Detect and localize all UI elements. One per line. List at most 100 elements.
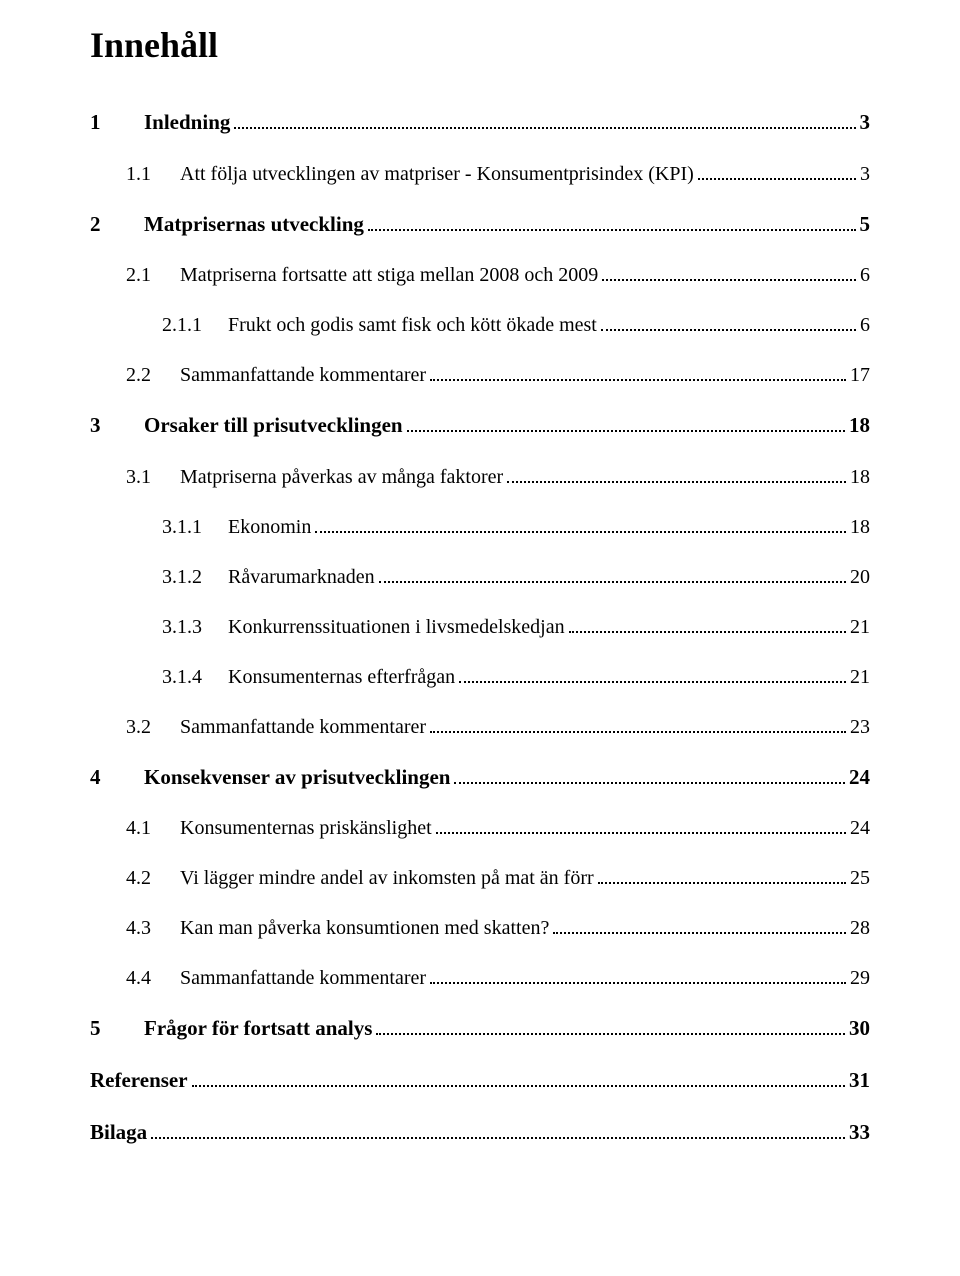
toc-dots: [553, 932, 846, 934]
toc-entry: 3.2Sammanfattande kommentarer 23: [90, 711, 870, 743]
toc-entry: 1.1Att följa utvecklingen av matpriser -…: [90, 158, 870, 190]
toc-page: 31: [849, 1064, 870, 1098]
toc-page: 23: [850, 711, 870, 743]
toc-page: 6: [860, 309, 870, 341]
toc-dots: [698, 178, 856, 180]
toc-number: 2: [90, 208, 144, 242]
toc-page: 33: [849, 1116, 870, 1150]
toc-entry: Bilaga 33: [90, 1116, 870, 1150]
toc-dots: [407, 430, 845, 432]
toc-text: Matpriserna fortsatte att stiga mellan 2…: [180, 259, 598, 291]
toc-page: 18: [850, 461, 870, 493]
toc-entry: 3Orsaker till prisutvecklingen 18: [90, 409, 870, 443]
toc-dots: [315, 531, 846, 533]
toc-dots: [436, 832, 846, 834]
toc-text: Vi lägger mindre andel av inkomsten på m…: [180, 862, 594, 894]
toc-page: 18: [849, 409, 870, 443]
toc-dots: [507, 481, 846, 483]
toc-number: 3.1.4: [162, 661, 228, 693]
toc-number: 3: [90, 409, 144, 443]
toc-title: Innehåll: [90, 24, 870, 66]
toc-number: 3.1.3: [162, 611, 228, 643]
toc-text: Råvarumarknaden: [228, 561, 375, 593]
toc-number: 1: [90, 106, 144, 140]
toc-number: 4.2: [126, 862, 180, 894]
toc-text: Matpriserna påverkas av många faktorer: [180, 461, 503, 493]
toc-dots: [376, 1033, 845, 1035]
toc-text: Inledning: [144, 106, 230, 140]
toc-page: 24: [849, 761, 870, 795]
toc-text: Orsaker till prisutvecklingen: [144, 409, 403, 443]
toc-dots: [192, 1085, 845, 1087]
toc-number: 4.1: [126, 812, 180, 844]
toc-page: 6: [860, 259, 870, 291]
toc-text: Konsumenternas priskänslighet: [180, 812, 432, 844]
toc-entry: Referenser 31: [90, 1064, 870, 1098]
toc-text: Sammanfattande kommentarer: [180, 711, 426, 743]
toc-page: 25: [850, 862, 870, 894]
toc-entry: 3.1.3Konkurrenssituationen i livsmedelsk…: [90, 611, 870, 643]
toc-container: 1Inledning31.1Att följa utvecklingen av …: [90, 106, 870, 1149]
toc-page: 3: [860, 158, 870, 190]
toc-dots: [234, 127, 855, 129]
toc-number: 2.1: [126, 259, 180, 291]
toc-dots: [151, 1137, 845, 1139]
toc-text: Sammanfattande kommentarer: [180, 962, 426, 994]
toc-text: Frukt och godis samt fisk och kött ökade…: [228, 309, 597, 341]
toc-page: 29: [850, 962, 870, 994]
toc-text: Kan man påverka konsumtionen med skatten…: [180, 912, 549, 944]
toc-text: Konsekvenser av prisutvecklingen: [144, 761, 450, 795]
toc-entry: 4.3Kan man påverka konsumtionen med skat…: [90, 912, 870, 944]
toc-page: 20: [850, 561, 870, 593]
toc-number: 1.1: [126, 158, 180, 190]
toc-entry: 4.1Konsumenternas priskänslighet 24: [90, 812, 870, 844]
toc-text: Sammanfattande kommentarer: [180, 359, 426, 391]
toc-text: Ekonomin: [228, 511, 311, 543]
toc-text: Konkurrenssituationen i livsmedelskedjan: [228, 611, 565, 643]
toc-dots: [454, 782, 845, 784]
toc-entry: 2.1Matpriserna fortsatte att stiga mella…: [90, 259, 870, 291]
toc-number: 3.2: [126, 711, 180, 743]
toc-entry: 5Frågor för fortsatt analys 30: [90, 1012, 870, 1046]
toc-number: 3.1.2: [162, 561, 228, 593]
toc-number: 2.2: [126, 359, 180, 391]
toc-page: 3: [860, 106, 871, 140]
toc-number: 2.1.1: [162, 309, 228, 341]
toc-page: 21: [850, 611, 870, 643]
toc-entry: 4.4Sammanfattande kommentarer 29: [90, 962, 870, 994]
toc-entry: 2.2Sammanfattande kommentarer 17: [90, 359, 870, 391]
toc-entry: 3.1.1Ekonomin18: [90, 511, 870, 543]
toc-number: 3.1.1: [162, 511, 228, 543]
toc-text: Frågor för fortsatt analys: [144, 1012, 372, 1046]
toc-dots: [430, 731, 846, 733]
toc-dots: [598, 882, 846, 884]
toc-page: 5: [860, 208, 871, 242]
toc-dots: [459, 681, 846, 683]
toc-text: Bilaga: [90, 1116, 147, 1150]
toc-entry: 3.1Matpriserna påverkas av många faktore…: [90, 461, 870, 493]
toc-dots: [569, 631, 846, 633]
toc-number: 4: [90, 761, 144, 795]
toc-page: 28: [850, 912, 870, 944]
toc-entry: 1Inledning 3: [90, 106, 870, 140]
toc-page: 21: [850, 661, 870, 693]
toc-entry: 2Matprisernas utveckling 5: [90, 208, 870, 242]
toc-page: 17: [850, 359, 870, 391]
toc-text: Matprisernas utveckling: [144, 208, 364, 242]
toc-page: 30: [849, 1012, 870, 1046]
toc-dots: [602, 279, 856, 281]
toc-dots: [379, 581, 846, 583]
toc-page: 24: [850, 812, 870, 844]
toc-number: 4.4: [126, 962, 180, 994]
toc-dots: [430, 982, 846, 984]
toc-entry: 4Konsekvenser av prisutvecklingen 24: [90, 761, 870, 795]
toc-dots: [368, 229, 856, 231]
toc-entry: 2.1.1Frukt och godis samt fisk och kött …: [90, 309, 870, 341]
toc-text: Referenser: [90, 1064, 188, 1098]
toc-number: 4.3: [126, 912, 180, 944]
toc-dots: [430, 379, 846, 381]
toc-text: Konsumenternas efterfrågan: [228, 661, 455, 693]
toc-number: 5: [90, 1012, 144, 1046]
toc-entry: 4.2Vi lägger mindre andel av inkomsten p…: [90, 862, 870, 894]
toc-dots: [601, 329, 856, 331]
